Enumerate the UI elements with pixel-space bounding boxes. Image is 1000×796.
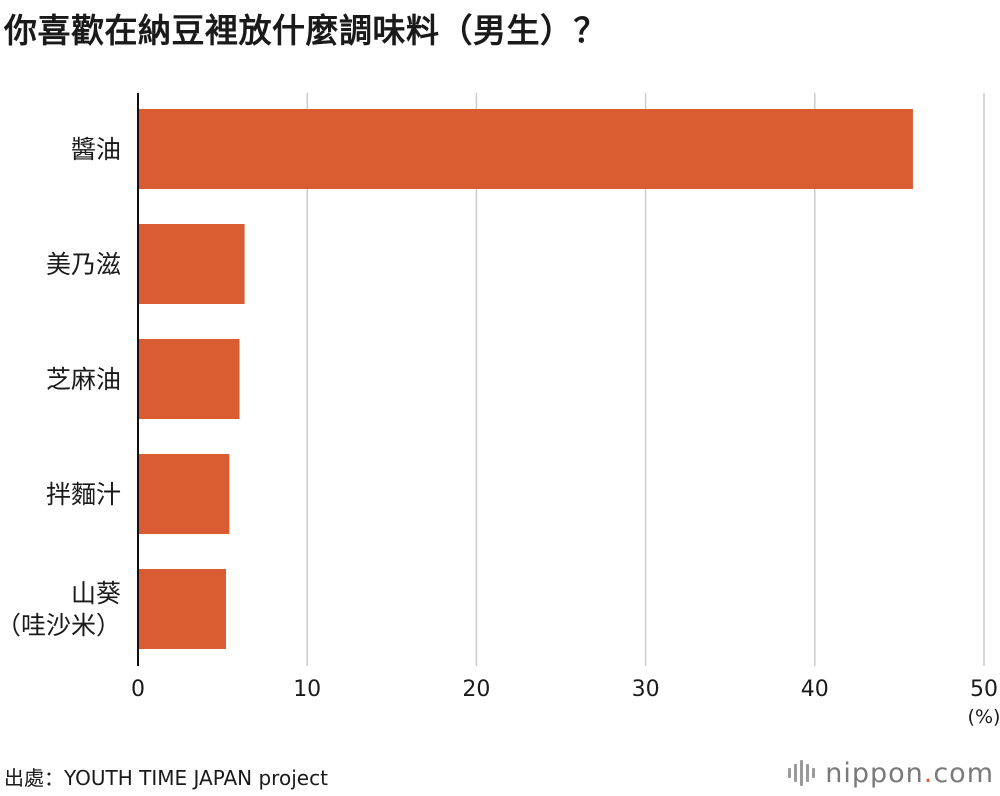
tick-label-10: 10 xyxy=(293,677,321,702)
logo-suffix: com xyxy=(933,757,994,789)
bar-4 xyxy=(138,569,226,649)
category-label-4: 山葵（哇沙米） xyxy=(0,579,121,640)
source-note: 出處：YOUTH TIME JAPAN project xyxy=(4,766,328,790)
unit-label: (%) xyxy=(968,706,1000,728)
category-label-3: 拌麵汁 xyxy=(46,480,121,509)
category-label-2: 芝麻油 xyxy=(46,365,121,394)
sound-bars-icon xyxy=(788,758,816,788)
bar-1 xyxy=(138,224,245,304)
nippon-logo[interactable]: nippon.com xyxy=(788,754,994,792)
category-label-0: 醬油 xyxy=(71,135,121,164)
logo-text: nippon.com xyxy=(825,758,994,789)
chart-title: 你喜歡在納豆裡放什麼調味料（男生）？ xyxy=(4,11,607,50)
bar-0 xyxy=(138,109,913,189)
category-label-1: 美乃滋 xyxy=(46,250,121,279)
tick-label-0: 0 xyxy=(131,677,145,702)
bar-3 xyxy=(138,454,230,534)
tick-label-20: 20 xyxy=(462,677,490,702)
logo-name: nippon xyxy=(825,757,924,789)
logo-dot: . xyxy=(923,757,934,789)
tick-label-50: 50 xyxy=(970,677,998,702)
bar-2 xyxy=(138,339,240,419)
tick-label-40: 40 xyxy=(801,677,829,702)
tick-label-30: 30 xyxy=(632,677,660,702)
